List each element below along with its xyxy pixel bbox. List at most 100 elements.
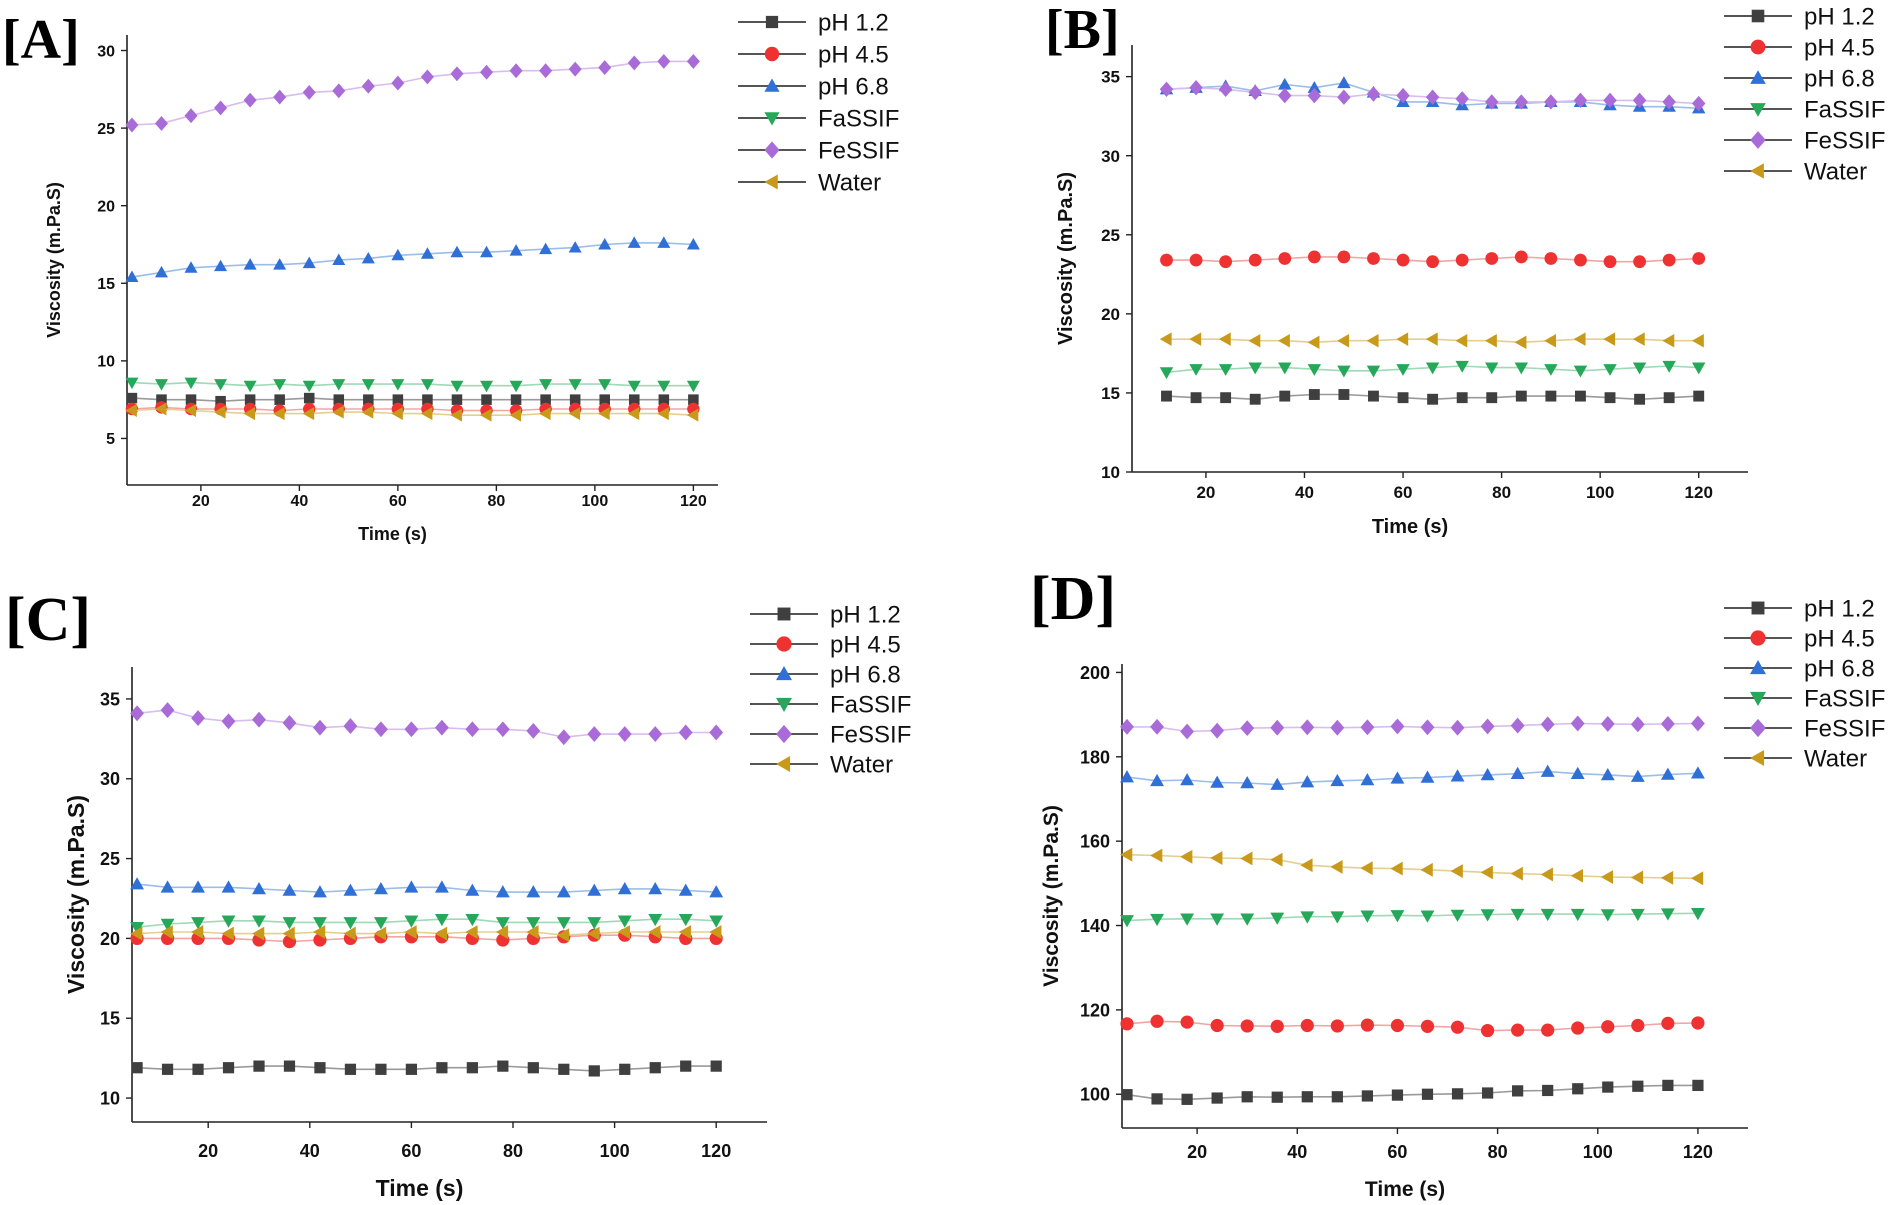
data-point <box>363 394 374 405</box>
data-point <box>1218 81 1233 97</box>
data-point <box>302 380 316 393</box>
data-point <box>1337 365 1351 378</box>
data-point <box>617 881 632 895</box>
data-point <box>1278 362 1292 375</box>
legend-marker-ph-1-2 <box>777 607 791 621</box>
data-point <box>1278 77 1292 90</box>
legend-label-ph-1-2: pH 1.2 <box>1804 4 1875 31</box>
legend-marker-ph-6-8 <box>776 666 792 681</box>
legend-marker-water <box>764 174 778 190</box>
legend-marker-fessif <box>764 141 780 159</box>
data-point <box>252 915 266 928</box>
data-point <box>587 917 602 930</box>
data-point <box>1271 1091 1283 1103</box>
data-point <box>1510 866 1523 881</box>
data-point <box>587 926 600 941</box>
data-point <box>1360 1018 1374 1032</box>
data-point <box>678 925 691 939</box>
data-point <box>420 407 433 421</box>
data-point <box>1210 775 1225 788</box>
data-point <box>1510 908 1525 922</box>
data-point <box>1300 911 1315 924</box>
series-ph-4-5 <box>1160 250 1706 269</box>
legend-label-ph-4-5: pH 4.5 <box>830 632 901 659</box>
data-point <box>1601 1020 1615 1034</box>
data-point <box>1573 92 1588 109</box>
series-ph-1-2 <box>1121 1079 1704 1105</box>
data-point <box>1634 393 1646 405</box>
data-point <box>465 913 480 927</box>
data-point <box>404 880 419 893</box>
y-tick-label: 15 <box>100 1009 120 1029</box>
data-point <box>1692 334 1704 348</box>
data-point <box>465 883 480 896</box>
data-point <box>434 880 449 893</box>
data-point <box>657 380 671 393</box>
data-point <box>361 78 375 94</box>
data-point <box>221 926 234 941</box>
data-point <box>1190 392 1202 404</box>
data-point <box>495 917 510 930</box>
data-point <box>244 394 256 405</box>
data-point <box>1366 334 1379 348</box>
data-point <box>1337 76 1351 89</box>
data-point <box>556 729 571 746</box>
data-point <box>392 394 404 405</box>
data-point <box>1690 715 1705 732</box>
data-point <box>1390 910 1405 923</box>
data-point <box>1603 255 1617 269</box>
data-point <box>587 883 602 896</box>
data-point <box>1600 870 1614 884</box>
data-point <box>526 722 541 739</box>
data-point <box>1240 776 1255 789</box>
data-point <box>1485 94 1499 110</box>
data-point <box>273 258 287 270</box>
data-point <box>497 1060 509 1072</box>
data-point <box>184 377 198 390</box>
legend-label-ph-6-8: pH 6.8 <box>818 74 889 101</box>
data-point <box>1300 1018 1314 1033</box>
data-point <box>1366 86 1381 102</box>
data-point <box>709 724 724 741</box>
panel-label: [D] <box>1030 565 1116 633</box>
data-point <box>527 1062 539 1074</box>
data-point <box>648 925 661 939</box>
series-water <box>130 925 722 943</box>
data-point <box>333 394 345 405</box>
data-point <box>658 394 670 405</box>
series-fessif <box>1159 80 1706 112</box>
data-point <box>1181 1093 1193 1105</box>
data-point <box>657 407 669 421</box>
series-fassif <box>130 913 724 935</box>
data-point <box>1602 1081 1614 1093</box>
data-point <box>1571 1021 1585 1035</box>
y-tick-label: 30 <box>100 769 120 789</box>
data-point <box>373 917 388 930</box>
panel-c: [C] 20 40 60 80 100 120 10 15 20 25 30 35 Time (s) Vis… <box>5 586 911 1201</box>
data-point <box>686 237 700 250</box>
data-point <box>587 726 602 742</box>
legend-marker-ph-6-8 <box>1750 70 1766 84</box>
data-point <box>1480 718 1495 735</box>
data-point <box>1544 252 1558 265</box>
data-point <box>214 379 228 391</box>
data-point <box>314 1062 326 1074</box>
data-point <box>1270 852 1283 867</box>
data-point <box>1662 1079 1674 1092</box>
legend-label-ph-6-8: pH 6.8 <box>1804 656 1875 683</box>
data-point <box>1330 859 1343 874</box>
data-point <box>1692 95 1706 112</box>
data-point <box>627 407 640 421</box>
data-point <box>130 877 145 890</box>
data-point <box>1660 767 1675 780</box>
data-point <box>1367 252 1380 265</box>
series-water <box>1120 847 1704 886</box>
data-point <box>343 883 358 896</box>
data-point <box>125 270 139 283</box>
data-point <box>1540 764 1555 777</box>
data-point <box>1219 255 1233 269</box>
data-point <box>509 380 523 393</box>
data-point <box>302 256 316 269</box>
data-point <box>480 380 494 393</box>
data-point <box>344 1063 357 1075</box>
